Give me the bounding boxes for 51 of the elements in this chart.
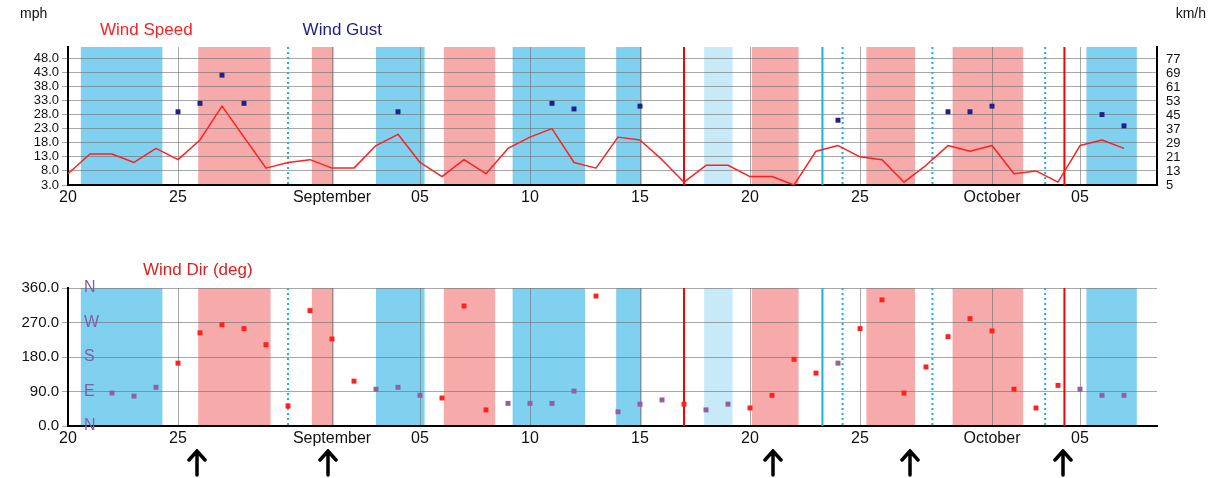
- x-tick-label: 05: [1071, 188, 1089, 206]
- y-tick-label: 38.0: [33, 78, 59, 94]
- x-tick-label: 25: [851, 188, 869, 206]
- x-tick-label: 05: [411, 429, 429, 447]
- y-tick-label: 360.0: [21, 278, 59, 296]
- y-tick-label: 180.0: [21, 347, 59, 365]
- y2-axis-title: km/h: [1175, 4, 1206, 21]
- x-tick-label: September: [292, 429, 372, 447]
- y2-tick-label: 45: [1166, 106, 1181, 122]
- x-tick-label: 25: [851, 429, 869, 447]
- x-tick-label: 20: [59, 429, 77, 447]
- x-tick-label: 20: [741, 429, 759, 447]
- x-tick-label: 25: [169, 429, 187, 447]
- y-tick-label: 270.0: [21, 312, 59, 330]
- y-tick-label: 0.0: [38, 416, 59, 434]
- y-tick-label: 13.0: [33, 148, 59, 164]
- y-tick-label: 48.0: [33, 49, 59, 65]
- x-tick-label: 20: [59, 188, 77, 206]
- y2-tick-label: 37: [1166, 120, 1181, 136]
- y-tick-label: 23.0: [33, 120, 59, 136]
- x-tick-label: 10: [521, 429, 539, 447]
- y2-tick-label: 53: [1166, 92, 1181, 108]
- y2-tick-label: 61: [1166, 78, 1181, 94]
- x-tick-label: 20: [741, 188, 759, 206]
- y-tick-label: 3.0: [40, 176, 59, 192]
- x-tick-label: 10: [521, 188, 539, 206]
- y2-tick-label: 5: [1166, 176, 1174, 192]
- y-tick-label: 43.0: [33, 63, 59, 79]
- y-tick-label: 33.0: [33, 92, 59, 108]
- x-tick-label: 15: [631, 429, 649, 447]
- y-tick-label: 28.0: [33, 106, 59, 122]
- text: Wind Speed: [100, 19, 193, 39]
- y-axis-title: mph: [20, 4, 48, 21]
- x-tick-label: October: [963, 188, 1022, 206]
- x-tick-label: September: [292, 188, 372, 206]
- x-tick-label: 05: [411, 188, 429, 206]
- y-axis-title: Wind Dir (deg): [143, 259, 253, 279]
- x-tick-label: 05: [1071, 429, 1089, 447]
- annotation: N: [84, 416, 96, 434]
- text: Wind Gust: [302, 19, 383, 39]
- y2-tick-label: 13: [1166, 162, 1181, 178]
- y2-tick-label: 29: [1166, 134, 1181, 150]
- y2-tick-label: 69: [1166, 64, 1181, 80]
- x-tick-label: October: [963, 429, 1022, 447]
- y-tick-label: 90.0: [29, 381, 59, 399]
- y-tick-label: 8.0: [40, 162, 59, 178]
- y2-tick-label: 77: [1166, 50, 1181, 66]
- y2-tick-label: 21: [1166, 148, 1181, 164]
- x-tick-label: 15: [631, 188, 649, 206]
- x-tick-label: 25: [169, 188, 187, 206]
- y-tick-label: 18.0: [33, 134, 59, 150]
